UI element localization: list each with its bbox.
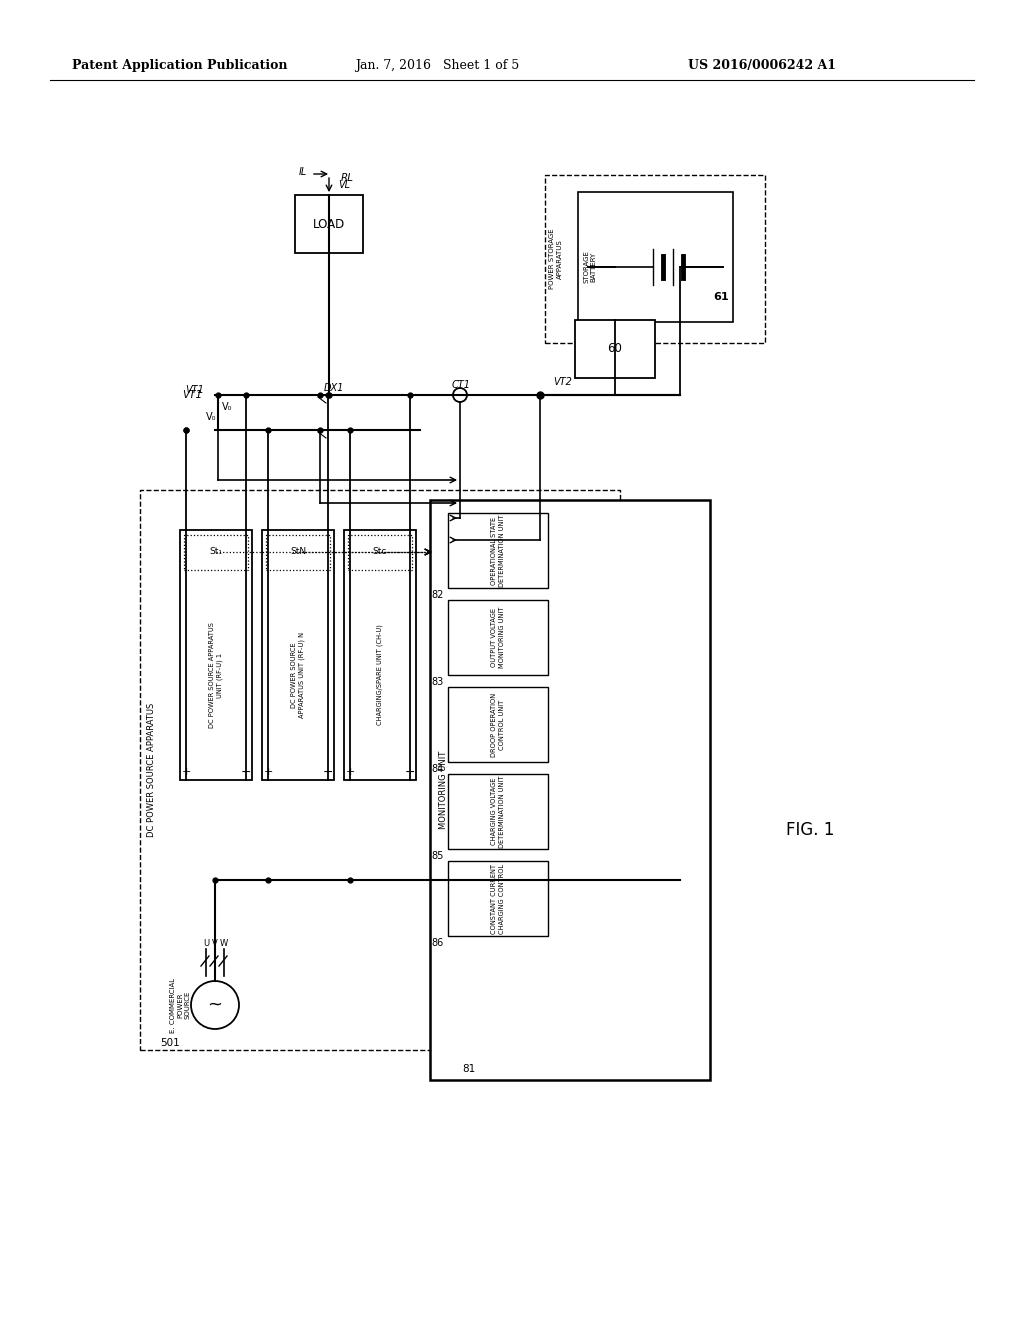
Text: 81: 81 <box>462 1064 475 1074</box>
Bar <box>449 686 548 762</box>
Text: DROOP OPERATION
CONTROL UNIT: DROOP OPERATION CONTROL UNIT <box>492 693 505 756</box>
Text: FIG. 1: FIG. 1 <box>785 821 835 840</box>
Text: StN: StN <box>290 548 306 557</box>
Text: +: + <box>345 767 354 777</box>
Bar <box>180 531 252 780</box>
Text: V₀: V₀ <box>222 403 232 412</box>
Text: Patent Application Publication: Patent Application Publication <box>72 58 288 71</box>
Text: OUTPUT VOLTAGE
MONITORING UNIT: OUTPUT VOLTAGE MONITORING UNIT <box>492 607 505 668</box>
Text: CT1: CT1 <box>452 380 470 389</box>
Text: STORAGE
BATTERY: STORAGE BATTERY <box>584 251 597 284</box>
Bar <box>449 774 548 849</box>
Bar <box>348 535 412 570</box>
Bar <box>262 531 334 780</box>
Text: 86: 86 <box>432 939 444 948</box>
Text: V₀: V₀ <box>206 412 216 422</box>
Text: CHARGING VOLTAGE
DETERMINATION UNIT: CHARGING VOLTAGE DETERMINATION UNIT <box>492 775 505 847</box>
Text: DC POWER SOURCE
APPARATUS UNIT (RF-U) N: DC POWER SOURCE APPARATUS UNIT (RF-U) N <box>291 632 305 718</box>
Bar <box>578 191 733 322</box>
Text: 83: 83 <box>432 677 444 686</box>
Text: U: U <box>203 939 209 948</box>
Text: −: − <box>241 766 251 779</box>
Bar <box>344 531 416 780</box>
Text: Jan. 7, 2016   Sheet 1 of 5: Jan. 7, 2016 Sheet 1 of 5 <box>355 58 519 71</box>
Bar <box>184 535 248 570</box>
Text: 85: 85 <box>432 851 444 861</box>
Text: 61: 61 <box>713 292 729 302</box>
Bar <box>430 500 710 1080</box>
Text: OPERATIONAL STATE
DETERMINATION UNIT: OPERATIONAL STATE DETERMINATION UNIT <box>492 515 505 586</box>
Text: IL: IL <box>299 168 307 177</box>
Text: 501: 501 <box>160 1038 180 1048</box>
Text: MONITORING UNIT: MONITORING UNIT <box>438 751 447 829</box>
Bar <box>295 195 362 253</box>
Text: W: W <box>220 939 228 948</box>
Text: 82: 82 <box>432 590 444 601</box>
Text: VT1: VT1 <box>185 385 204 395</box>
Text: VL: VL <box>338 180 350 190</box>
Bar <box>449 513 548 587</box>
Bar <box>266 535 330 570</box>
Text: RL: RL <box>341 173 354 183</box>
Bar <box>545 176 765 343</box>
Text: CHARGING/SPARE UNIT (CH-U): CHARGING/SPARE UNIT (CH-U) <box>377 624 383 726</box>
Bar <box>575 319 655 378</box>
Text: VT1: VT1 <box>182 389 202 400</box>
Text: E. COMMERCIAL
POWER
SOURCE: E. COMMERCIAL POWER SOURCE <box>170 977 190 1032</box>
Text: DX1: DX1 <box>324 383 344 393</box>
Text: LOAD: LOAD <box>313 218 345 231</box>
Text: St₁: St₁ <box>210 548 222 557</box>
Text: V: V <box>212 939 218 948</box>
Text: CONSTANT CURRENT
CHARGING CONTROL: CONSTANT CURRENT CHARGING CONTROL <box>492 863 505 933</box>
Text: 60: 60 <box>607 342 623 355</box>
Bar <box>140 490 620 1049</box>
Text: +: + <box>263 767 272 777</box>
Text: Stc: Stc <box>373 548 387 557</box>
Text: US 2016/0006242 A1: US 2016/0006242 A1 <box>688 58 836 71</box>
Text: −: − <box>404 766 416 779</box>
Bar <box>449 861 548 936</box>
Text: +: + <box>181 767 190 777</box>
Text: ~: ~ <box>208 997 222 1014</box>
Text: −: − <box>323 766 333 779</box>
Text: DC POWER SOURCE APPARATUS: DC POWER SOURCE APPARATUS <box>146 702 156 837</box>
Text: DC POWER SOURCE APPARATUS
UNIT (RF-U) 1: DC POWER SOURCE APPARATUS UNIT (RF-U) 1 <box>209 622 223 727</box>
Text: POWER STORAGE
APPARATUS: POWER STORAGE APPARATUS <box>550 228 562 289</box>
Text: 84: 84 <box>432 764 444 774</box>
Bar <box>449 601 548 675</box>
Text: VT2: VT2 <box>553 378 571 387</box>
